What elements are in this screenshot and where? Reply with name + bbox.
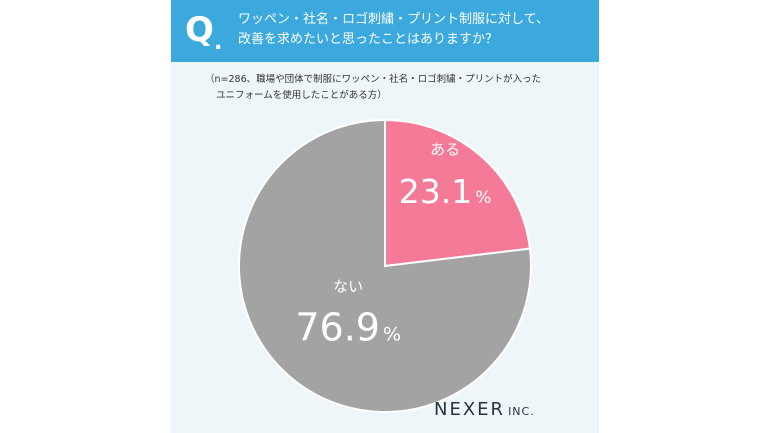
q-dot: . — [214, 30, 223, 55]
pie-chart: ある 23.1 % ない 76.9% — [238, 118, 532, 413]
logo-sub: INC. — [508, 405, 535, 418]
logo-main: NEXER — [434, 399, 506, 420]
sample-note-line-1: （n=286、職場や団体で制服にワッペン・社名・ロゴ刺繍・プリントが入った — [205, 74, 542, 85]
slice-category-label: ない — [333, 278, 363, 296]
slice-value-label: 23.1% — [399, 172, 492, 211]
pie-slice-no — [238, 118, 532, 413]
slice-category-label: ある — [430, 140, 460, 158]
nexer-logo: NEXER INC. — [434, 399, 535, 420]
slice-value-label: 76.9% — [295, 306, 401, 350]
survey-card: Q . ワッペン・社名・ロゴ刺繍・プリント制服に対して、 改善を求めたいと思った… — [171, 0, 599, 433]
pie-slice-yes — [384, 118, 532, 268]
question-text: ワッペン・社名・ロゴ刺繍・プリント制服に対して、 改善を求めたいと思ったことはあ… — [238, 10, 593, 50]
sample-note-line-2: ユニフォームを使用したことがある方） — [216, 90, 387, 101]
question-line-2: 改善を求めたいと思ったことはありますか？ — [238, 32, 499, 47]
q-mark: Q — [185, 10, 214, 50]
question-header: Q . ワッペン・社名・ロゴ刺繍・プリント制服に対して、 改善を求めたいと思った… — [171, 0, 599, 62]
question-line-1: ワッペン・社名・ロゴ刺繍・プリント制服に対して、 — [238, 12, 549, 27]
sample-note: （n=286、職場や団体で制服にワッペン・社名・ロゴ刺繍・プリントが入った ユニ… — [205, 72, 595, 104]
